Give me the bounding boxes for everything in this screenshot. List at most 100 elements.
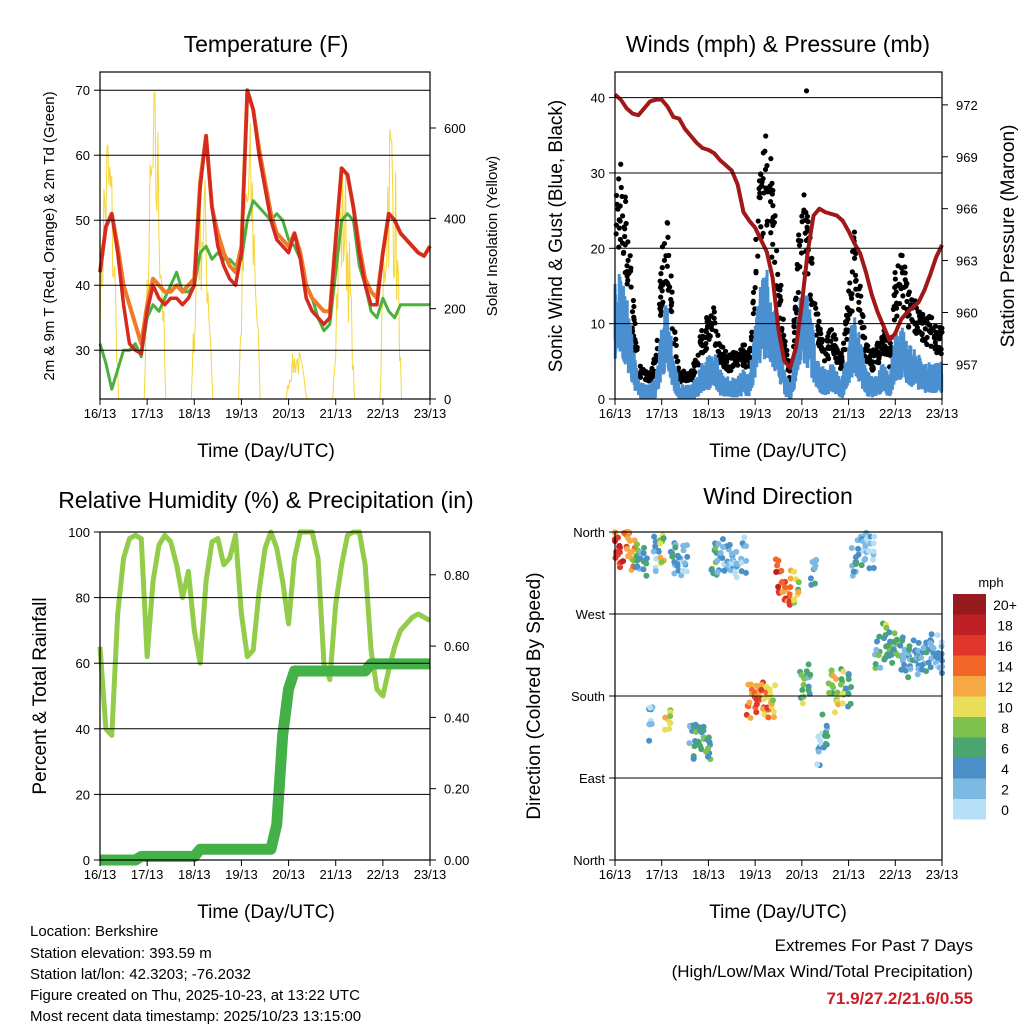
gust-point bbox=[798, 250, 805, 256]
gust-point bbox=[735, 357, 741, 363]
gust-point bbox=[619, 193, 625, 200]
gust-point bbox=[897, 282, 903, 288]
gust-point bbox=[772, 259, 778, 265]
gust-point bbox=[738, 347, 744, 353]
gust-point bbox=[705, 316, 712, 322]
direction-point bbox=[648, 721, 655, 728]
direction-point bbox=[840, 690, 847, 697]
gust-point bbox=[614, 201, 620, 207]
direction-point bbox=[805, 687, 812, 694]
direction-point bbox=[690, 755, 697, 762]
direction-point bbox=[845, 671, 852, 678]
gust-point bbox=[892, 269, 898, 276]
direction-point bbox=[831, 709, 838, 716]
direction-point bbox=[713, 549, 720, 556]
gust-point bbox=[668, 302, 674, 308]
y-right-tick-label: 963 bbox=[956, 254, 978, 269]
x-tick-label: 16/13 bbox=[84, 867, 117, 882]
legend-swatch bbox=[953, 778, 986, 799]
direction-point bbox=[873, 646, 880, 653]
x-tick-label: 22/13 bbox=[879, 867, 912, 882]
direction-point bbox=[700, 727, 707, 734]
legend-label: 10 bbox=[997, 700, 1013, 716]
y-tick-label: 20 bbox=[76, 787, 90, 802]
y-right-tick-label: 0 bbox=[444, 392, 451, 407]
gust-point bbox=[842, 346, 848, 353]
temperature-xlabel: Time (Day/UTC) bbox=[197, 441, 335, 462]
legend-swatch bbox=[953, 614, 986, 635]
y-tick-label: 0 bbox=[83, 853, 90, 868]
gust-point bbox=[764, 218, 770, 224]
direction-point bbox=[910, 637, 917, 644]
direction-point bbox=[633, 541, 640, 548]
y-right-tick-label: 966 bbox=[956, 202, 978, 217]
x-tick-label: 17/13 bbox=[645, 867, 678, 882]
direction-point bbox=[807, 671, 814, 678]
direction-point bbox=[795, 579, 802, 586]
gust-point bbox=[623, 220, 629, 227]
direction-point bbox=[875, 652, 882, 659]
direction-point bbox=[842, 685, 849, 692]
winds-ylabel: Sonic Wind & Gust (Blue, Black) bbox=[546, 100, 567, 372]
x-tick-label: 20/13 bbox=[786, 406, 819, 421]
gust-point bbox=[658, 271, 664, 277]
direction-point bbox=[719, 536, 726, 543]
direction-point bbox=[660, 535, 667, 542]
direction-point bbox=[897, 642, 904, 649]
gust-point bbox=[616, 225, 622, 231]
legend-title: mph bbox=[978, 575, 1003, 590]
direction-point bbox=[815, 748, 822, 755]
x-tick-label: 23/13 bbox=[414, 406, 447, 421]
x-tick-label: 17/13 bbox=[131, 867, 164, 882]
direction-point bbox=[781, 584, 788, 591]
gust-point bbox=[906, 324, 912, 330]
direction-point bbox=[681, 560, 688, 567]
gust-point bbox=[899, 252, 905, 259]
direction-point bbox=[705, 734, 712, 741]
direction-point bbox=[883, 624, 890, 631]
direction-point bbox=[770, 697, 777, 704]
gust-point bbox=[615, 206, 621, 212]
wind-direction-ylabel: Direction (Colored By Speed) bbox=[524, 572, 545, 819]
gust-point bbox=[625, 257, 631, 263]
direction-point bbox=[753, 709, 760, 716]
gust-point bbox=[720, 353, 726, 359]
y-right-tick-label: 0.60 bbox=[444, 639, 469, 654]
gust-point bbox=[920, 311, 926, 318]
gust-point bbox=[673, 342, 679, 349]
direction-point bbox=[870, 548, 877, 555]
gust-point bbox=[852, 272, 859, 278]
x-tick-label: 17/13 bbox=[645, 406, 678, 421]
direction-point bbox=[706, 739, 713, 746]
gust-point bbox=[928, 343, 934, 349]
direction-point bbox=[772, 556, 779, 563]
direction-point bbox=[839, 700, 846, 707]
direction-point bbox=[848, 684, 855, 691]
direction-point bbox=[753, 701, 760, 708]
legend-swatch bbox=[953, 799, 986, 820]
legend-swatch bbox=[953, 635, 986, 656]
gust-point bbox=[798, 238, 804, 244]
direction-point bbox=[770, 714, 777, 721]
y-tick-label: 30 bbox=[591, 166, 605, 181]
gust-point bbox=[757, 190, 763, 196]
gust-point bbox=[828, 327, 835, 333]
direction-point bbox=[834, 689, 841, 696]
direction-point bbox=[643, 560, 650, 567]
direction-point bbox=[934, 632, 941, 639]
winds-title: Winds (mph) & Pressure (mb) bbox=[626, 31, 930, 57]
direction-point bbox=[640, 550, 647, 557]
gust-point bbox=[665, 287, 671, 293]
gust-point bbox=[888, 348, 894, 354]
gust-point bbox=[692, 369, 698, 375]
gust-point bbox=[858, 293, 864, 299]
direction-point bbox=[698, 746, 705, 753]
direction-point bbox=[715, 541, 722, 548]
direction-point bbox=[809, 558, 816, 565]
direction-point bbox=[765, 714, 772, 721]
gust-point bbox=[813, 311, 819, 317]
direction-point bbox=[778, 567, 785, 574]
humidity-title: Relative Humidity (%) & Precipitation (i… bbox=[58, 487, 473, 513]
gust-point bbox=[650, 371, 657, 377]
